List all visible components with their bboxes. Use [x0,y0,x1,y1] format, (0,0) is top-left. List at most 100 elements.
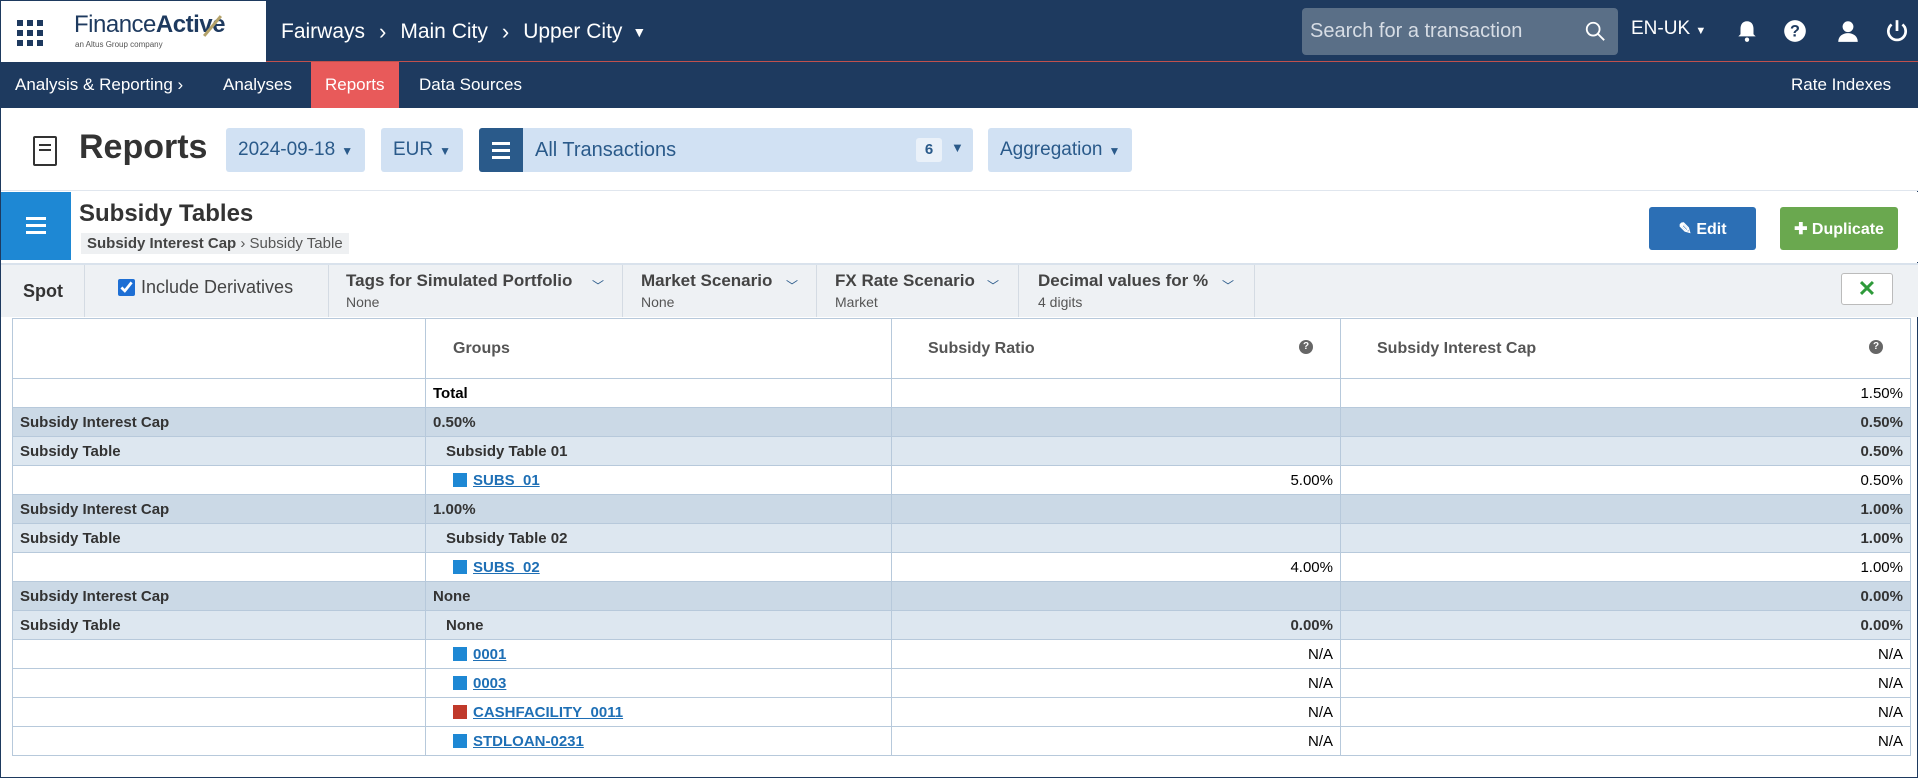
table-body: Total 1.50% Subsidy Interest Cap 0.50% 0.5… [12,378,1911,756]
menu-icon[interactable] [479,128,523,172]
row-type-cell [12,668,426,698]
subsidy-ratio-cell: N/A [891,639,1341,669]
help-icon[interactable]: ? [1782,18,1808,44]
include-derivatives-checkbox[interactable] [118,279,135,296]
include-derivatives-toggle[interactable]: Include Derivatives [118,277,293,298]
transaction-type-icon [453,472,467,487]
column-header-empty [12,318,426,379]
divider [1254,265,1255,317]
top-bar: FinanceActive an Altus Group company Fai… [1,1,1918,62]
tags-label: Tags for Simulated Portfolio [346,271,573,290]
caret-down-icon: ▼ [1108,144,1121,158]
breadcrumb-item-fairways[interactable]: Fairways [281,20,366,43]
nav-bar: Analysis & Reporting › Analyses Reports … [1,62,1918,108]
plus-icon: ✚ [1794,220,1808,238]
divider [328,265,329,317]
tags-dropdown[interactable]: Tags for Simulated Portfolio None ﹀ [346,271,604,310]
currency-selector[interactable]: EUR ▼ [381,128,464,172]
divider [816,265,817,317]
nav-item-rate-indexes[interactable]: Rate Indexes [1791,75,1892,94]
report-icon [33,136,57,166]
help-icon[interactable]: ? [1869,339,1883,354]
edit-button[interactable]: ✎ Edit [1649,207,1756,250]
subsidy-ratio-cell: 4.00% [891,552,1341,582]
subsidy-interest-cap-cell: 0.50% [1340,436,1911,466]
transaction-link[interactable]: 0001 [473,645,507,663]
search-input[interactable] [1310,17,1570,45]
language-selector[interactable]: EN-UK ▼ [1631,18,1706,40]
search-icon[interactable] [1584,20,1606,42]
chevron-down-icon[interactable]: ▼ [632,24,647,40]
transaction-link[interactable]: CASHFACILITY_0011 [473,703,624,721]
group-cell: 0003 [425,668,892,698]
total-label: Total [425,378,892,408]
caret-down-icon: ▼ [341,144,354,158]
subsidy-ratio-header-label: Subsidy Ratio [928,339,1035,357]
currency-value: EUR [393,139,434,160]
transaction-link[interactable]: SUBS_01 [473,471,540,489]
transaction-link[interactable]: 0003 [473,674,507,692]
table-row-transaction: CASHFACILITY_0011 N/A N/A [12,697,1911,727]
nav-analysis-reporting[interactable]: Analysis & Reporting › [15,75,184,94]
list-icon[interactable] [1,192,71,260]
subsidy-ratio-cell [891,523,1341,553]
chevron-down-icon: ﹀ [786,279,799,293]
group-cell: CASHFACILITY_0011 [425,697,892,727]
svg-text:?: ? [1790,22,1800,40]
row-type-cell [12,552,426,582]
spot-tab[interactable]: Spot [1,265,85,317]
subsidy-interest-cap-cell: 1.00% [1340,523,1911,553]
nav-item-analyses[interactable]: Analyses [223,75,292,94]
group-cell: 0001 [425,639,892,669]
caret-down-icon: ▼ [439,144,452,158]
nav-item-data-sources[interactable]: Data Sources [419,75,522,94]
apps-grid-icon[interactable] [17,20,43,46]
divider [622,265,623,317]
market-scenario-dropdown[interactable]: Market Scenario None ﹀ [641,271,798,310]
date-selector[interactable]: 2024-09-18 ▼ [226,128,366,172]
fx-rate-scenario-dropdown[interactable]: FX Rate Scenario Market ﹀ [835,271,999,310]
transaction-type-icon [453,559,467,574]
power-icon[interactable] [1884,18,1910,44]
bell-icon[interactable] [1734,18,1760,44]
table-row-transaction: STDLOAN-0231 N/A N/A [12,726,1911,756]
breadcrumb-item-main-city[interactable]: Main City [400,20,488,43]
help-icon[interactable]: ? [1299,339,1313,354]
group-cell: STDLOAN-0231 [425,726,892,756]
column-header-groups[interactable]: Groups [425,318,892,379]
table-cell [12,378,426,408]
excel-export-button[interactable]: ✕ [1841,273,1893,305]
duplicate-button[interactable]: ✚ Duplicate [1780,207,1898,250]
excel-icon: ✕ [1857,276,1877,301]
transaction-type-icon [453,733,467,748]
decimal-values-dropdown[interactable]: Decimal values for % 4 digits ﹀ [1038,271,1234,310]
caret-down-icon[interactable]: ▼ [951,140,964,155]
transaction-type-icon [453,675,467,690]
subsidy-interest-cap-cell: N/A [1340,697,1911,727]
subsidy-interest-cap-cell: 0.50% [1340,465,1911,495]
pencil-icon: ✎ [1678,220,1692,238]
filter-bar: Spot Include Derivatives Tags for Simula… [1,263,1918,317]
table-header-row: Groups Subsidy Ratio? Subsidy Interest C… [12,318,1911,379]
transaction-link[interactable]: STDLOAN-0231 [473,732,584,750]
subsidy-interest-cap-cell: 1.00% [1340,494,1911,524]
column-header-subsidy-ratio[interactable]: Subsidy Ratio? [891,318,1341,379]
aggregation-label: Aggregation [1000,139,1103,160]
table-row-group: Subsidy Table None 0.00% 0.00% [12,610,1911,640]
group-cell: None [425,581,892,611]
page-title: Reports [79,128,208,166]
transactions-selector[interactable]: All Transactions 6 ▼ [479,128,973,172]
user-icon[interactable] [1835,18,1861,44]
breadcrumb-item-upper-city[interactable]: Upper City [523,20,623,43]
aggregation-selector[interactable]: Aggregation ▼ [988,128,1133,172]
chevron-down-icon: ﹀ [1222,279,1235,293]
table-row-transaction: SUBS_01 5.00% 0.50% [12,465,1911,495]
transaction-link[interactable]: SUBS_02 [473,558,540,576]
edit-label: Edit [1696,220,1727,238]
chevron-right-icon: › [379,19,387,44]
report-table-container: Groups Subsidy Ratio? Subsidy Interest C… [12,318,1911,756]
column-header-subsidy-interest-cap[interactable]: Subsidy Interest Cap? [1340,318,1911,379]
logo-main-text: Finance [74,11,156,38]
nav-item-reports[interactable]: Reports [311,62,399,108]
